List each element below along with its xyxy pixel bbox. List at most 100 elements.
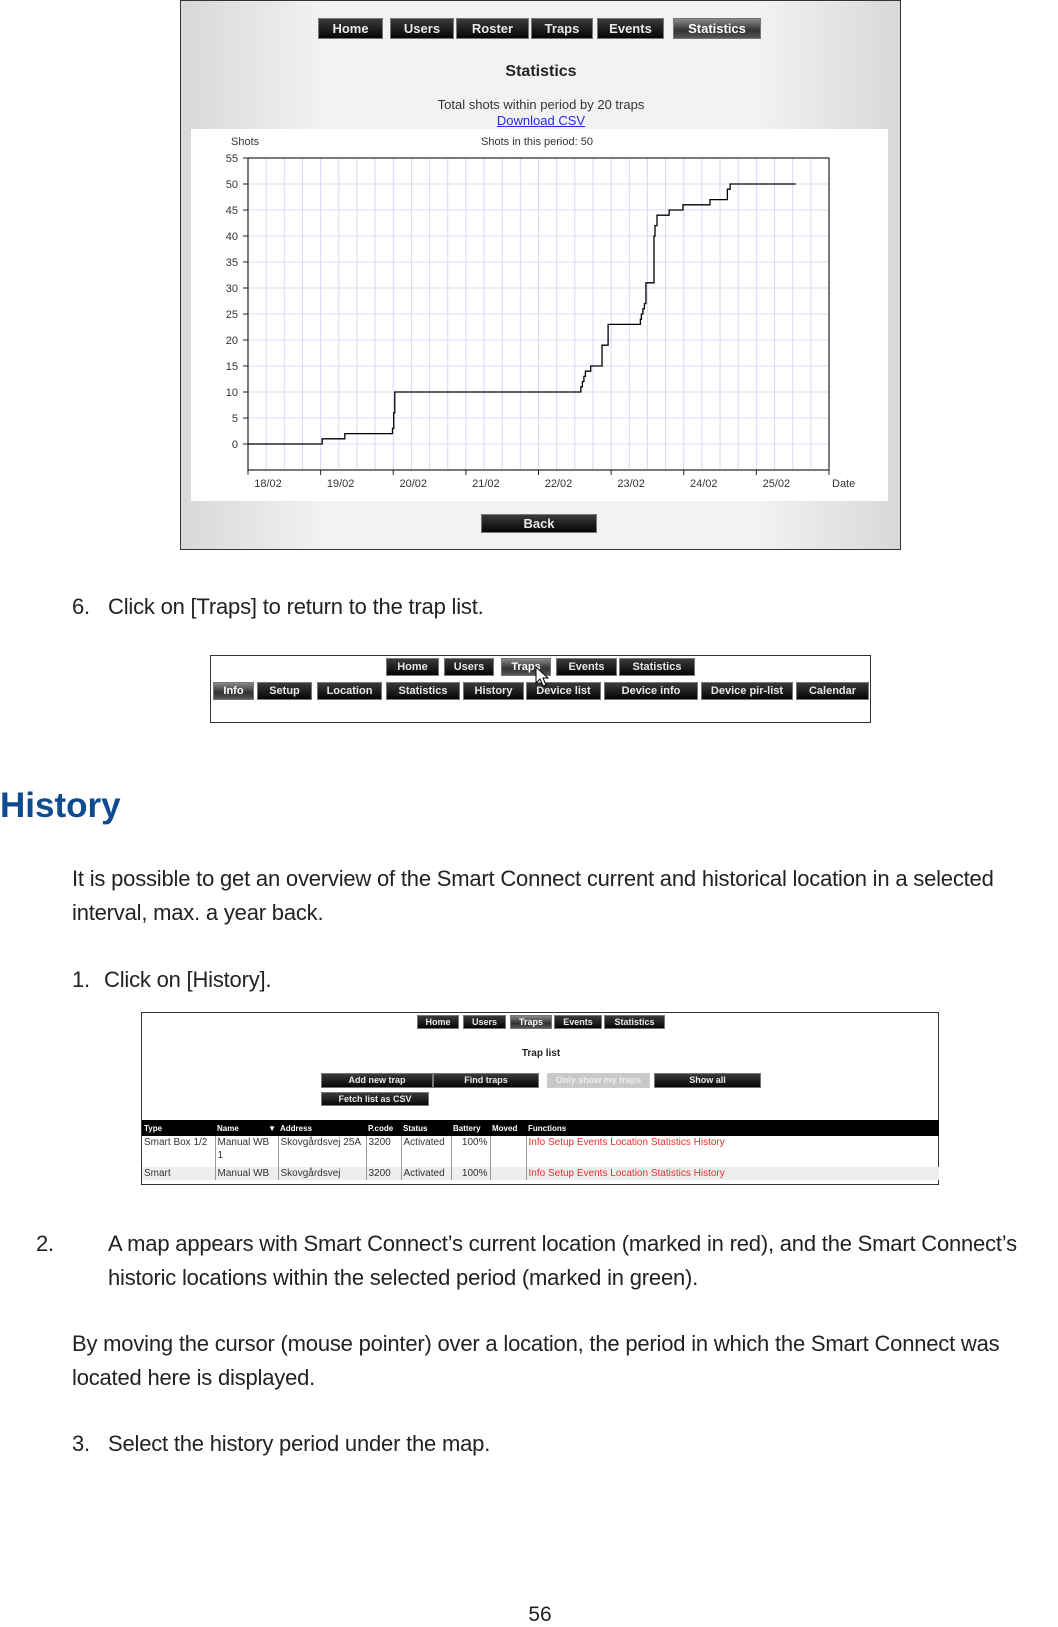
page-number: 56 xyxy=(528,1603,552,1626)
show-all-button[interactable]: Show all xyxy=(654,1073,761,1088)
subnav-device-info[interactable]: Device info xyxy=(604,682,698,700)
col-name[interactable]: Name ▼ xyxy=(215,1120,278,1136)
find-traps-button[interactable]: Find traps xyxy=(433,1073,539,1088)
subnav-history[interactable]: History xyxy=(463,682,524,700)
subnav-device-pir-list[interactable]: Device pir-list xyxy=(701,682,793,700)
nav-home[interactable]: Home xyxy=(318,18,383,39)
link-events[interactable]: Events xyxy=(576,1137,608,1148)
nav-statistics[interactable]: Statistics xyxy=(673,18,761,39)
link-statistics[interactable]: Statistics xyxy=(650,1168,691,1179)
step-text: A map appears with Smart Connect’s curre… xyxy=(108,1231,1017,1290)
col-moved[interactable]: Moved xyxy=(490,1120,526,1136)
step-6: 6. Click on [Traps] to return to the trap… xyxy=(72,590,484,624)
cumulative-shots-line xyxy=(248,183,796,445)
col-pcode[interactable]: P.code xyxy=(366,1120,401,1136)
nav-events[interactable]: Events xyxy=(554,1015,602,1029)
step-number: 1. xyxy=(72,967,90,992)
subnav-info[interactable]: Info xyxy=(213,682,254,700)
x-tick-label: 24/02 xyxy=(690,478,718,490)
link-location[interactable]: Location xyxy=(610,1168,649,1179)
shots-chart: 0 5 10 15 20 25 30 35 40 45 50 55 18/02 19/02 20/02 21/… xyxy=(226,136,856,490)
nav-roster[interactable]: Roster xyxy=(456,18,529,39)
cell-status: Activated xyxy=(401,1136,452,1167)
subnav-location[interactable]: Location xyxy=(317,682,382,700)
nav-traps[interactable]: Traps xyxy=(510,1015,552,1029)
cell-status: Activated xyxy=(401,1167,452,1180)
col-type[interactable]: Type xyxy=(142,1120,215,1136)
y-tick-label: 45 xyxy=(226,205,238,217)
link-info[interactable]: Info xyxy=(528,1168,546,1179)
subtitle: Total shots within period by 20 traps xyxy=(437,97,645,112)
mouse-cursor-icon xyxy=(535,666,549,687)
link-history[interactable]: History xyxy=(693,1137,725,1148)
trap-table: Type Name ▼ Address P.code Status Battery… xyxy=(142,1120,939,1180)
nav-home[interactable]: Home xyxy=(417,1015,459,1029)
cell-functions: Info Setup Events Location Statistics Hi… xyxy=(526,1167,939,1180)
cell-address: Skovgårdsvej 25A xyxy=(278,1136,367,1167)
fetch-csv-button[interactable]: Fetch list as CSV xyxy=(321,1092,429,1106)
sort-desc-icon: ▼ xyxy=(268,1123,276,1133)
col-status[interactable]: Status xyxy=(401,1120,451,1136)
col-address[interactable]: Address xyxy=(278,1120,366,1136)
y-tick-label: 50 xyxy=(226,179,238,191)
subnav-calendar[interactable]: Calendar xyxy=(796,682,869,700)
history-heading: History xyxy=(0,786,121,825)
subnav-device-list[interactable]: Device list xyxy=(526,682,601,700)
y-tick-label: 30 xyxy=(226,283,238,295)
chart-panel xyxy=(191,129,888,501)
nav-statistics[interactable]: Statistics xyxy=(619,658,695,676)
add-new-trap-button[interactable]: Add new trap xyxy=(321,1073,433,1088)
link-location[interactable]: Location xyxy=(610,1137,649,1148)
nav-home[interactable]: Home xyxy=(386,658,439,676)
cell-battery: 100% xyxy=(451,1136,491,1167)
link-setup[interactable]: Setup xyxy=(547,1168,575,1179)
history-intro: It is possible to get an overview of the… xyxy=(72,866,994,925)
cursor-note: By moving the cursor (mouse pointer) ove… xyxy=(72,1331,1000,1390)
y-tick-label: 5 xyxy=(232,413,238,425)
x-tick-label: 19/02 xyxy=(327,478,355,490)
traps-nav-screenshot: Home Users Traps Events Statistics Info … xyxy=(210,655,871,723)
link-events[interactable]: Events xyxy=(576,1168,608,1179)
cell-battery: 100% xyxy=(451,1167,491,1180)
col-name-label: Name xyxy=(217,1123,239,1133)
cell-name: Manual WB 1 xyxy=(215,1136,279,1167)
cell-pcode: 3200 xyxy=(366,1167,402,1180)
chart-title: Shots in this period: 50 xyxy=(481,136,593,148)
link-setup[interactable]: Setup xyxy=(547,1137,575,1148)
x-tick-label: 20/02 xyxy=(399,478,427,490)
only-show-my-traps-button[interactable]: Only show my traps xyxy=(547,1073,650,1088)
table-header: Type Name ▼ Address P.code Status Battery… xyxy=(142,1120,939,1136)
x-tick-label: 25/02 xyxy=(763,478,791,490)
cell-moved xyxy=(490,1167,527,1180)
col-battery[interactable]: Battery xyxy=(451,1120,490,1136)
step-2: 2. A map appears with Smart Connect’s cur… xyxy=(36,1227,1022,1295)
subnav-setup[interactable]: Setup xyxy=(257,682,312,700)
nav-traps[interactable]: Traps xyxy=(531,18,593,39)
nav-events[interactable]: Events xyxy=(556,658,617,676)
y-tick-label: 55 xyxy=(226,153,238,165)
step-number: 6. xyxy=(72,594,90,619)
chart-grid xyxy=(248,157,829,470)
link-statistics[interactable]: Statistics xyxy=(650,1137,691,1148)
y-tick-label: 0 xyxy=(232,439,238,451)
step-3: 3. Select the history period under the ma… xyxy=(72,1427,490,1461)
download-csv-link[interactable]: Download CSV xyxy=(496,113,586,128)
subnav-statistics[interactable]: Statistics xyxy=(386,682,460,700)
step-number: 2. xyxy=(36,1231,54,1256)
nav-statistics[interactable]: Statistics xyxy=(604,1015,665,1029)
col-functions[interactable]: Functions xyxy=(526,1120,939,1136)
back-button[interactable]: Back xyxy=(481,514,597,533)
cell-moved xyxy=(490,1136,527,1167)
step-text: Click on [Traps] to return to the trap l… xyxy=(108,594,484,619)
nav-users[interactable]: Users xyxy=(390,18,454,39)
cell-name: Manual WB xyxy=(215,1167,279,1180)
nav-users[interactable]: Users xyxy=(444,658,494,676)
cell-pcode: 3200 xyxy=(366,1136,402,1167)
link-history[interactable]: History xyxy=(693,1168,725,1179)
nav-users[interactable]: Users xyxy=(463,1015,506,1029)
trap-list-title: Trap list xyxy=(521,1048,561,1059)
nav-events[interactable]: Events xyxy=(597,18,664,39)
step-text: Click on [History]. xyxy=(104,967,272,992)
link-info[interactable]: Info xyxy=(528,1137,546,1148)
y-tick-label: 40 xyxy=(226,231,238,243)
